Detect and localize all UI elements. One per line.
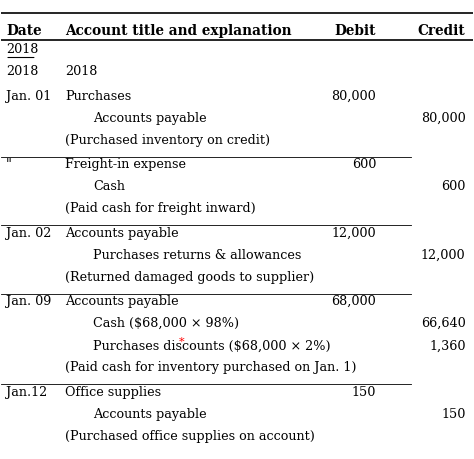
Text: 12,000: 12,000 (421, 249, 465, 262)
Text: Purchases returns & allowances: Purchases returns & allowances (93, 249, 301, 262)
Text: 2018: 2018 (65, 66, 97, 78)
Text: 2018: 2018 (6, 43, 38, 56)
Text: 600: 600 (441, 180, 465, 193)
Text: Accounts payable: Accounts payable (93, 112, 207, 125)
Text: (Purchased inventory on credit): (Purchased inventory on credit) (65, 134, 270, 147)
Text: (Paid cash for inventory purchased on Jan. 1): (Paid cash for inventory purchased on Ja… (65, 361, 356, 375)
Text: 12,000: 12,000 (331, 227, 376, 240)
Text: Office supplies: Office supplies (65, 386, 161, 399)
Text: Cash ($68,000 × 98%): Cash ($68,000 × 98%) (93, 317, 239, 330)
Text: (Returned damaged goods to supplier): (Returned damaged goods to supplier) (65, 271, 314, 284)
Text: Account title and explanation: Account title and explanation (65, 24, 292, 38)
Text: Accounts payable: Accounts payable (93, 408, 207, 421)
Text: (Paid cash for freight inward): (Paid cash for freight inward) (65, 202, 256, 215)
Text: (Purchased office supplies on account): (Purchased office supplies on account) (65, 430, 315, 443)
Text: Cash: Cash (93, 180, 125, 193)
Text: Jan. 09: Jan. 09 (6, 295, 52, 308)
Text: 150: 150 (441, 408, 465, 421)
Text: 80,000: 80,000 (331, 90, 376, 103)
Text: Credit: Credit (418, 24, 465, 38)
Text: Freight-in expense: Freight-in expense (65, 158, 186, 171)
Text: Jan. 01: Jan. 01 (6, 90, 51, 103)
Text: Purchases: Purchases (65, 90, 131, 103)
Text: 68,000: 68,000 (331, 295, 376, 308)
Text: 66,640: 66,640 (421, 317, 465, 330)
Text: Accounts payable: Accounts payable (65, 227, 179, 240)
Text: 2018: 2018 (6, 66, 38, 78)
Text: Debit: Debit (335, 24, 376, 38)
Text: Jan.12: Jan.12 (6, 386, 47, 399)
Text: Date: Date (6, 24, 42, 38)
Text: Accounts payable: Accounts payable (65, 295, 179, 308)
Text: Purchases discounts ($68,000 × 2%): Purchases discounts ($68,000 × 2%) (93, 339, 331, 353)
Text: 80,000: 80,000 (421, 112, 465, 125)
Text: Jan. 02: Jan. 02 (6, 227, 52, 240)
Text: 150: 150 (352, 386, 376, 399)
Text: 600: 600 (352, 158, 376, 171)
Text: *: * (179, 337, 184, 347)
Text: 1,360: 1,360 (429, 339, 465, 353)
Text: ": " (6, 158, 12, 171)
